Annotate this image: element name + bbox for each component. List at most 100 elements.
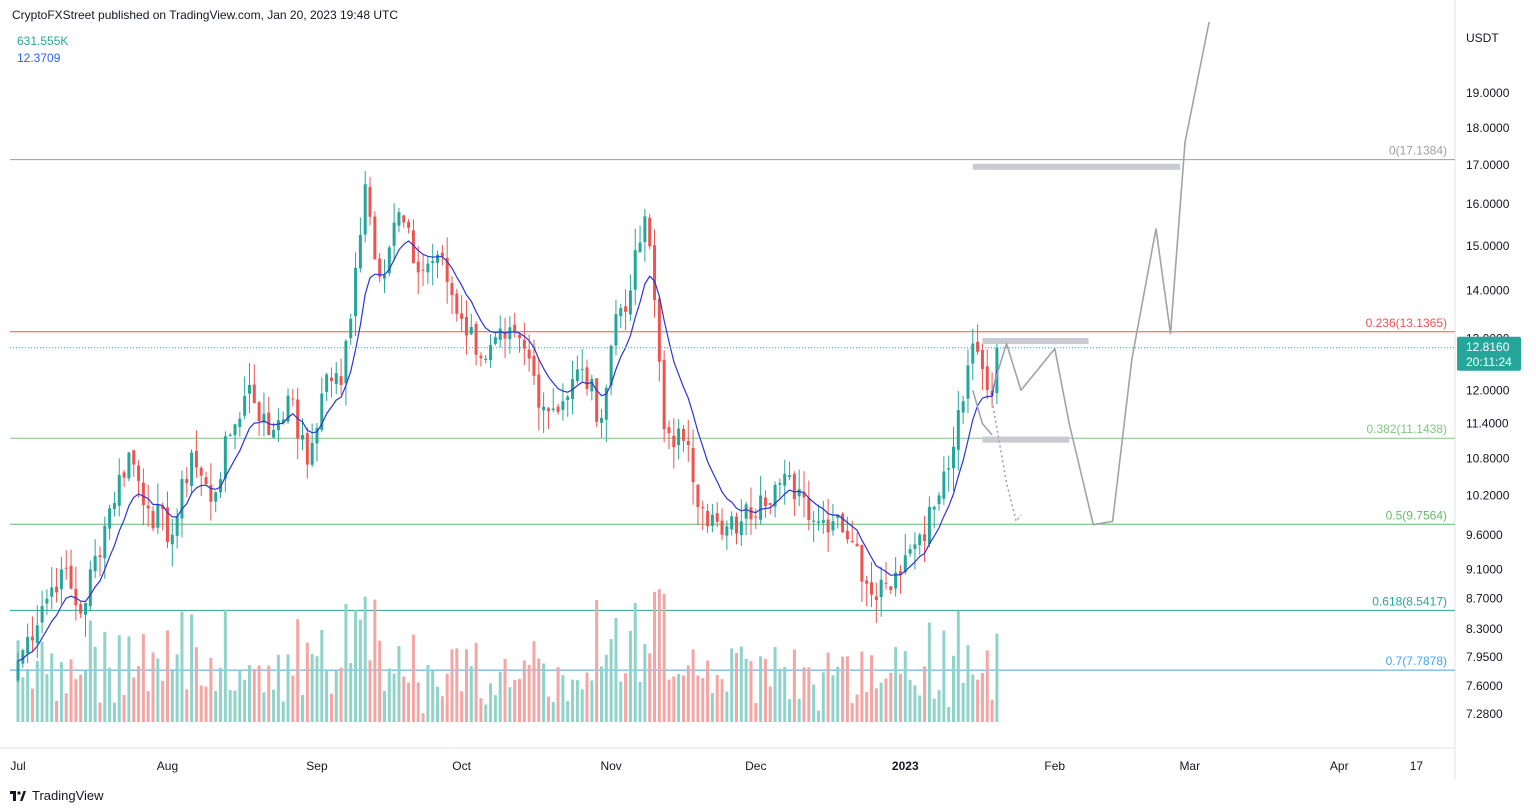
volume-bar (667, 679, 671, 722)
candle-body (194, 450, 198, 468)
candle-body (778, 482, 782, 485)
volume-bar (354, 610, 358, 722)
volume-bar (715, 674, 719, 722)
volume-bar (272, 689, 276, 722)
candle-body (508, 327, 512, 340)
candles (16, 170, 999, 683)
volume-bar (816, 710, 820, 722)
candle-body (214, 492, 218, 502)
candle-body (450, 283, 454, 296)
candle-body (310, 442, 314, 465)
candle-body (325, 374, 329, 392)
volume-bar (378, 640, 382, 722)
volume-bar (508, 687, 512, 722)
candle-body (180, 479, 184, 519)
volume-bar (382, 691, 386, 722)
candle-body (783, 473, 787, 486)
price-tick-label: 12.0000 (1466, 383, 1510, 397)
volume-bar (310, 653, 314, 722)
volume-bar (889, 672, 893, 722)
fib-level-label: 0.382(11.1438) (1366, 422, 1447, 436)
volume-bar (88, 620, 92, 722)
candle-body (759, 495, 763, 520)
candle-body (301, 435, 305, 440)
candle-body (995, 347, 999, 394)
candle-body (141, 482, 145, 505)
volume-bar (469, 666, 473, 722)
candle-body (464, 316, 468, 336)
volume-bar (927, 622, 931, 722)
candle-body (802, 491, 806, 498)
volume-bar (518, 678, 521, 722)
candle-body (889, 586, 893, 591)
volume-bar (768, 686, 772, 722)
candle-body (411, 230, 415, 264)
volume-bar (788, 699, 792, 722)
candle-body (315, 428, 319, 444)
volume-bar (93, 646, 97, 722)
volume-bar (349, 663, 353, 722)
tradingview-logo-icon (10, 790, 26, 801)
volume-bar (532, 641, 536, 722)
volume-bar (247, 665, 251, 722)
price-tick-label: 7.9500 (1466, 650, 1503, 664)
candle-body (35, 625, 39, 643)
candle-body (556, 406, 560, 412)
candle-body (831, 521, 835, 531)
volume-bar (527, 664, 531, 722)
candle-body (927, 506, 931, 544)
candle-body (821, 520, 825, 523)
price-tick-label: 9.6000 (1466, 528, 1503, 542)
candle-body (59, 569, 63, 590)
candle-body (74, 588, 78, 606)
candle-body (542, 406, 546, 411)
volume-bar (908, 680, 912, 722)
candle-body (339, 376, 343, 385)
volume-bar (108, 667, 112, 722)
volume-bar (657, 589, 661, 722)
volume-bar (132, 677, 136, 722)
volume-bar (595, 599, 599, 722)
price-tick-label: 7.6000 (1466, 679, 1503, 693)
tradingview-brand[interactable]: TradingView (10, 788, 104, 803)
candle-body (349, 318, 353, 339)
candle-body (532, 355, 536, 376)
volume-bar (575, 680, 579, 722)
candle-body (329, 377, 333, 382)
volume-bar (402, 676, 406, 722)
volume-bar (479, 698, 483, 722)
candle-body (918, 534, 922, 546)
volume-bar (199, 685, 203, 722)
candle-body (64, 567, 68, 569)
price-tick-label: 15.0000 (1466, 239, 1510, 253)
candle-body (527, 349, 531, 359)
candle-body (460, 313, 464, 319)
volume-bar (551, 702, 555, 722)
price-tick-label: 10.2000 (1466, 489, 1510, 503)
candle-body (281, 419, 285, 423)
volume-bar (252, 669, 256, 722)
volume-bar (763, 658, 767, 722)
volume-bar (257, 665, 261, 722)
volume-bar (691, 649, 695, 722)
candle-body (305, 433, 309, 465)
candle-body (484, 358, 488, 360)
candle-body (561, 401, 565, 410)
moving-average-line (17, 240, 998, 662)
volume-bar (445, 673, 449, 722)
candle-body (127, 452, 131, 479)
candle-body (580, 369, 584, 371)
candle-body (93, 555, 97, 572)
price-tick-label: 10.8000 (1466, 452, 1510, 466)
volume-bar (918, 695, 922, 722)
candle-body (455, 293, 459, 314)
volume-bar (426, 664, 430, 722)
candle-body (257, 402, 261, 422)
time-tick-label: Jul (10, 759, 25, 773)
volume-bar (571, 679, 575, 722)
candle-body (122, 472, 126, 478)
candle-body (228, 434, 232, 437)
price-tick-label: 9.1000 (1466, 562, 1503, 576)
